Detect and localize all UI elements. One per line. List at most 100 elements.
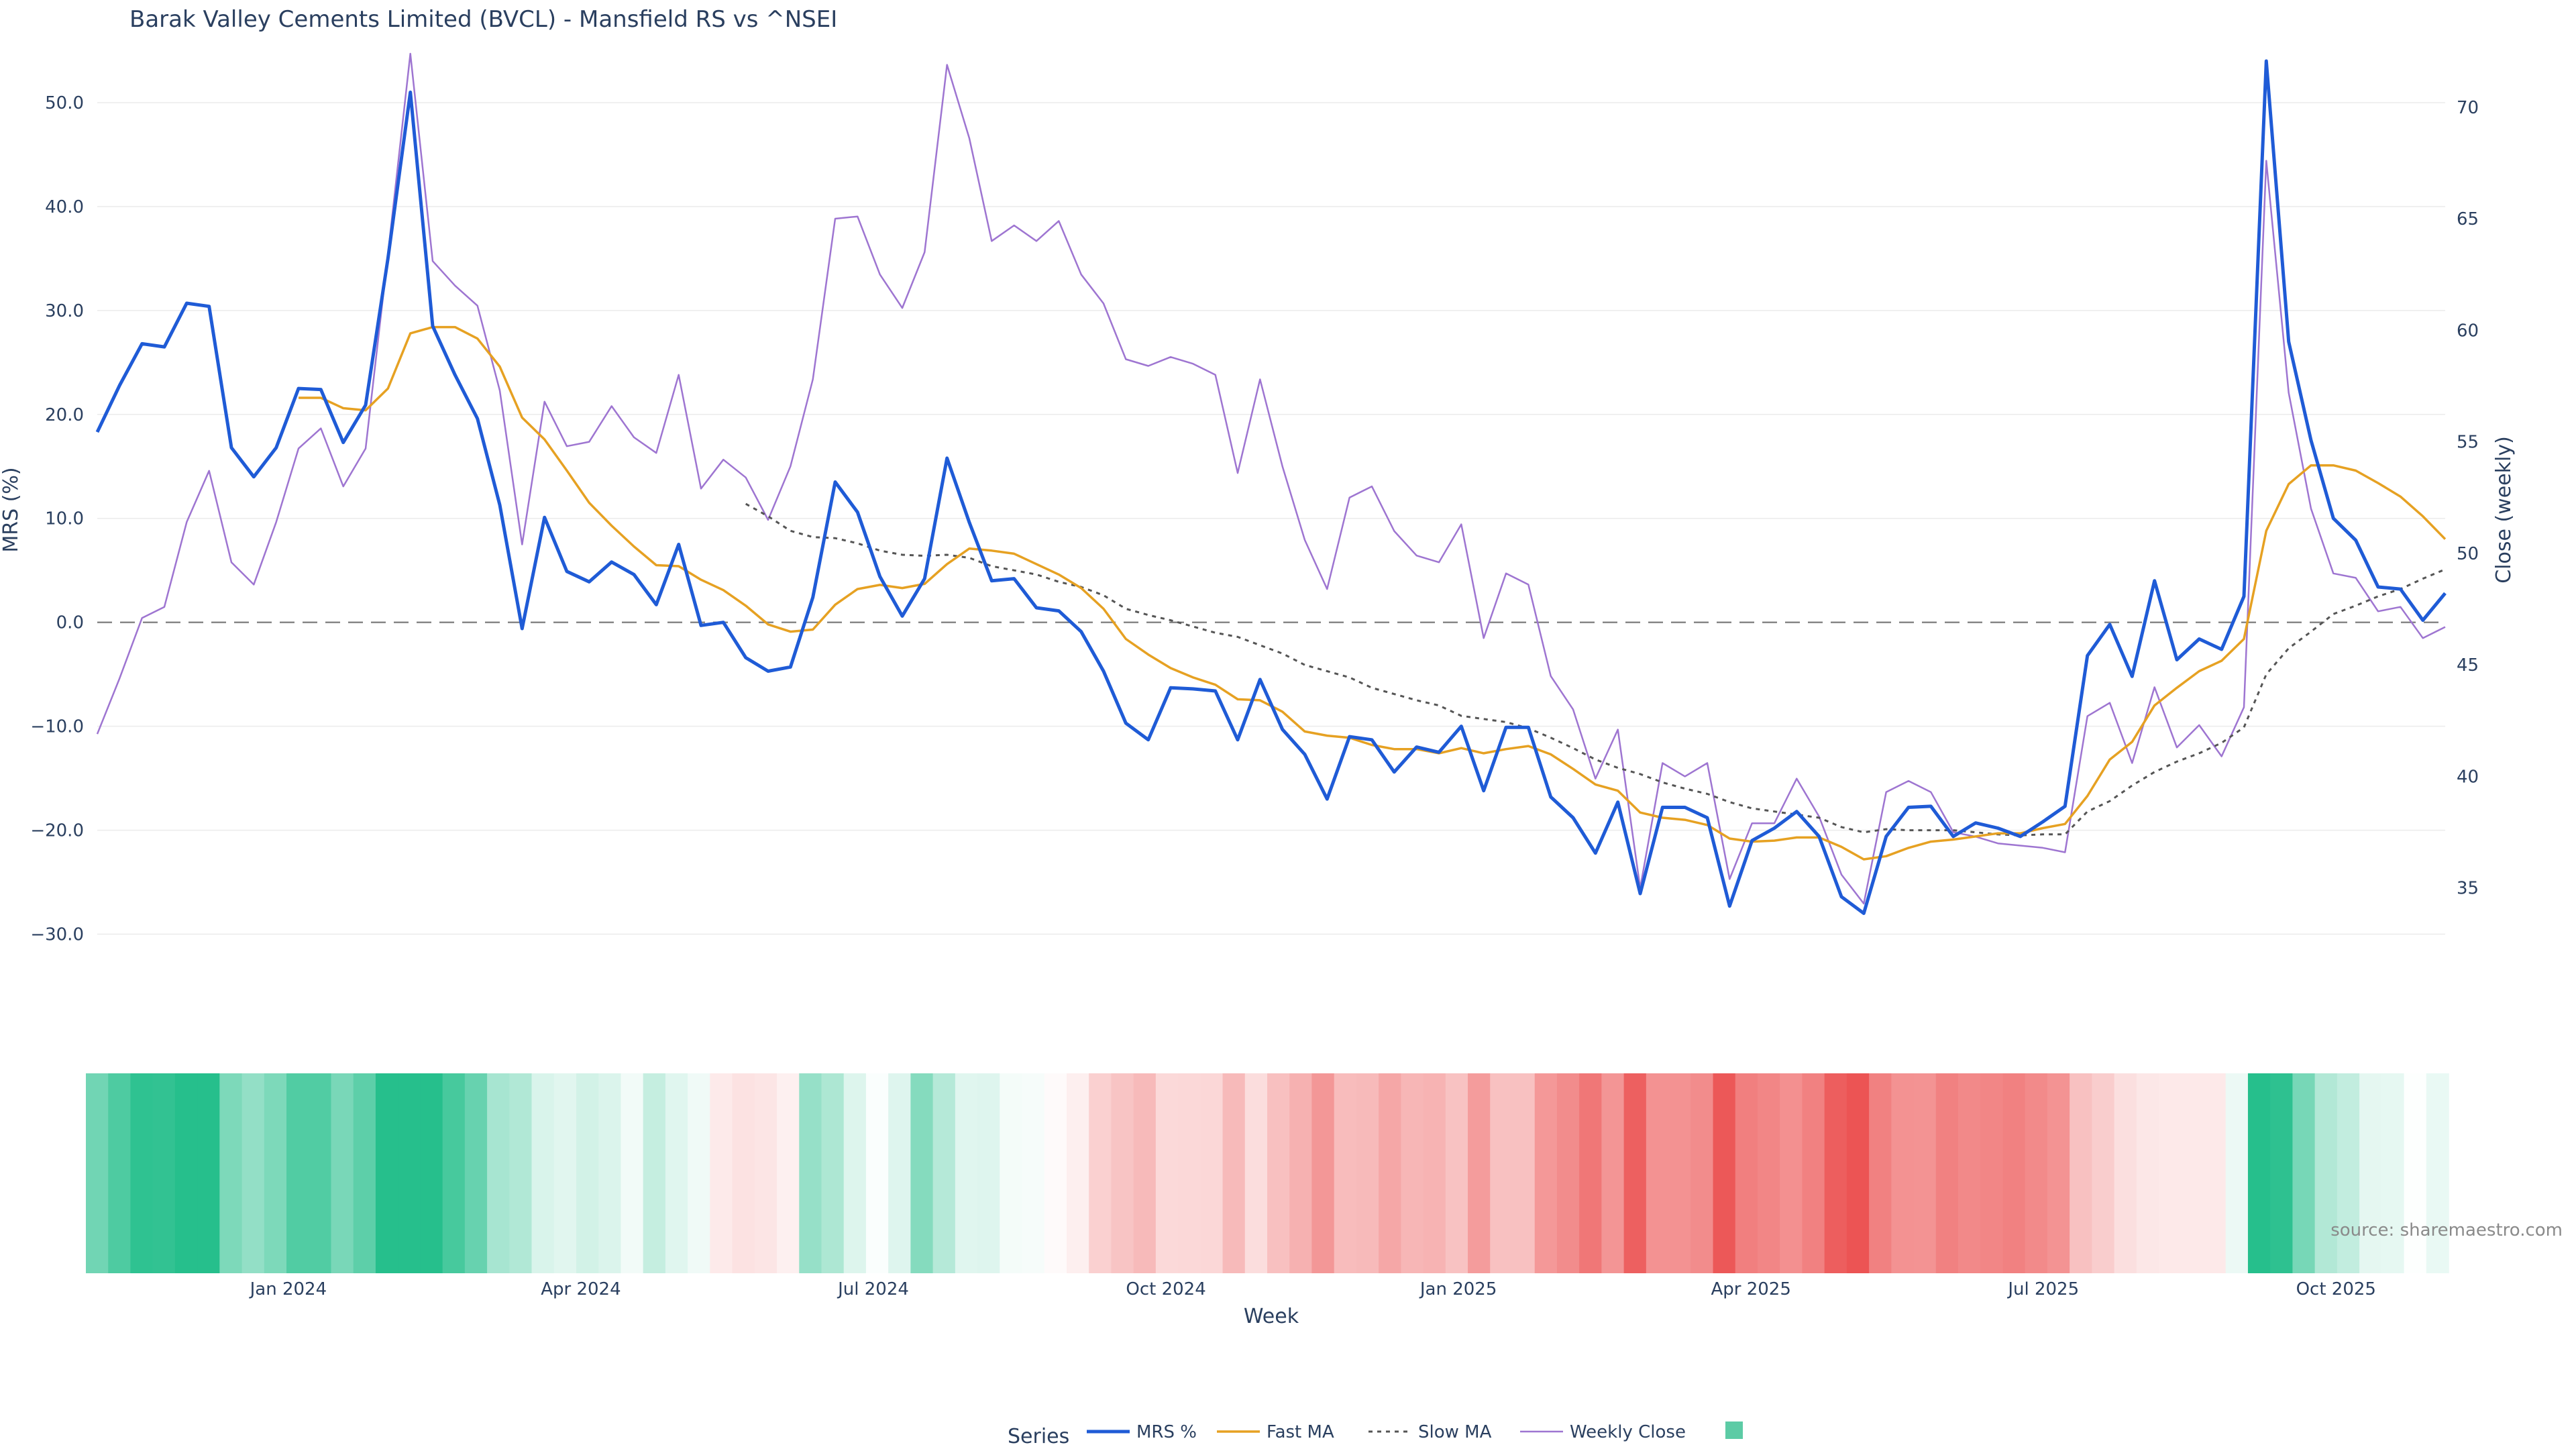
heatmap-cell <box>1490 1073 1513 1273</box>
heatmap-cell <box>553 1073 577 1273</box>
heatmap-cell <box>1000 1073 1023 1273</box>
heatmap-cell <box>1556 1073 1580 1273</box>
x-axis-ticks: Jan 2024 Apr 2024 Jul 2024 Oct 2024 Jan 2025… <box>249 1279 2376 1299</box>
heatmap-cell <box>1155 1073 1179 1273</box>
heatmap-cell <box>1891 1073 1915 1273</box>
heatmap-cell <box>2292 1073 2316 1273</box>
ytick-left-label: −20.0 <box>30 821 84 841</box>
heatmap-cell <box>2047 1073 2070 1273</box>
legend-entry-label: MRS % <box>1136 1422 1197 1442</box>
heatmap-cell <box>1601 1073 1625 1273</box>
x-axis-title: Week <box>1244 1305 1299 1328</box>
ytick-left-label: 50.0 <box>45 93 84 113</box>
heatmap-cell <box>2070 1073 2093 1273</box>
heatmap-cell <box>865 1073 889 1273</box>
ytick-right-label: 35 <box>2457 879 2479 899</box>
left-axis-title: MRS (%) <box>0 467 23 552</box>
heatmap-cell <box>2203 1073 2226 1273</box>
heatmap-cell <box>2247 1073 2271 1273</box>
heatmap-cell <box>1579 1073 1603 1273</box>
heatmap-cell <box>1401 1073 1424 1273</box>
xtick-label: Apr 2024 <box>541 1279 621 1299</box>
heatmap-cell <box>732 1073 755 1273</box>
heatmap-cell <box>1646 1073 1669 1273</box>
heatmap-cell <box>442 1073 466 1273</box>
heatmap-cell <box>1022 1073 1045 1273</box>
heatmap-cell <box>1445 1073 1468 1273</box>
heatmap-cell <box>241 1073 265 1273</box>
heatmap-cell <box>2025 1073 2048 1273</box>
heatmap-cell <box>130 1073 154 1273</box>
heatmap-cell <box>2225 1073 2249 1273</box>
heatmap-cell <box>1379 1073 1402 1273</box>
heatmap-cell <box>821 1073 845 1273</box>
heatmap-cell <box>2270 1073 2294 1273</box>
ytick-right-label: 60 <box>2457 321 2479 341</box>
legend-heatmap-swatch <box>1725 1421 1743 1439</box>
heatmap-cell <box>1713 1073 1736 1273</box>
heatmap-cell <box>1289 1073 1313 1273</box>
heatmap-cell <box>1066 1073 1089 1273</box>
right-axis-ticks: 70 65 60 55 50 45 40 35 <box>2457 98 2479 899</box>
heatmap-cell <box>710 1073 733 1273</box>
heatmap-cell <box>1690 1073 1714 1273</box>
source-label: source: sharemaestro.com <box>2330 1220 2563 1240</box>
series-line-weekly-close <box>96 52 2446 905</box>
heatmap-cell <box>1735 1073 1758 1273</box>
heatmap-cell <box>888 1073 912 1273</box>
heatmap-cell <box>509 1073 533 1273</box>
heatmap-cell <box>1980 1073 2004 1273</box>
heatmap-cell <box>420 1073 443 1273</box>
heatmap-cell <box>754 1073 777 1273</box>
heatmap-band <box>86 1073 2449 1273</box>
heatmap-cell <box>598 1073 622 1273</box>
xtick-label: Oct 2024 <box>1126 1279 1205 1299</box>
heatmap-cell <box>375 1073 398 1273</box>
heatmap-cell <box>843 1073 867 1273</box>
legend-entry-label: Fast MA <box>1267 1422 1334 1442</box>
heatmap-cell <box>531 1073 555 1273</box>
heatmap-cell <box>1534 1073 1558 1273</box>
heatmap-cell <box>1802 1073 1825 1273</box>
heatmap-cell <box>1824 1073 1847 1273</box>
heatmap-cell <box>2337 1073 2360 1273</box>
ytick-left-label: 20.0 <box>45 405 84 425</box>
ytick-left-label: 0.0 <box>56 613 84 633</box>
heatmap-cell <box>1133 1073 1157 1273</box>
xtick-label: Jul 2024 <box>837 1279 909 1299</box>
heatmap-cell <box>977 1073 1001 1273</box>
ytick-right-label: 55 <box>2457 433 2479 453</box>
ytick-left-label: 30.0 <box>45 301 84 321</box>
xtick-label: Jan 2024 <box>249 1279 327 1299</box>
heatmap-cell <box>487 1073 511 1273</box>
heatmap-cell <box>955 1073 978 1273</box>
heatmap-cell <box>1089 1073 1112 1273</box>
series-line-mrs <box>95 59 2447 915</box>
heatmap-cell <box>1935 1073 1959 1273</box>
heatmap-cell <box>2002 1073 2026 1273</box>
heatmap-cell <box>264 1073 287 1273</box>
right-axis-title: Close (weekly) <box>2492 436 2516 584</box>
xtick-label: Oct 2025 <box>2296 1279 2376 1299</box>
ytick-right-label: 65 <box>2457 209 2479 229</box>
heatmap-cell <box>108 1073 131 1273</box>
heatmap-cell <box>1200 1073 1224 1273</box>
heatmap-cell <box>1668 1073 1692 1273</box>
heatmap-cell <box>2136 1073 2159 1273</box>
xtick-label: Jan 2025 <box>1419 1279 1497 1299</box>
heatmap-cell <box>1913 1073 1937 1273</box>
chart-title: Barak Valley Cements Limited (BVCL) - Ma… <box>129 6 837 33</box>
ytick-right-label: 70 <box>2457 98 2479 118</box>
heatmap-cell <box>1958 1073 1982 1273</box>
heatmap-cell <box>1334 1073 1357 1273</box>
series-line-fast-ma <box>299 325 2447 861</box>
heatmap-cell <box>1111 1073 1134 1273</box>
heatmap-cell <box>398 1073 421 1273</box>
heatmap-cell <box>1356 1073 1379 1273</box>
heatmap-cell <box>1244 1073 1268 1273</box>
heatmap-cell <box>1757 1073 1781 1273</box>
heatmap-cell <box>1512 1073 1536 1273</box>
heatmap-cell <box>464 1073 488 1273</box>
ytick-right-label: 45 <box>2457 655 2479 676</box>
heatmap-cell <box>1468 1073 1491 1273</box>
